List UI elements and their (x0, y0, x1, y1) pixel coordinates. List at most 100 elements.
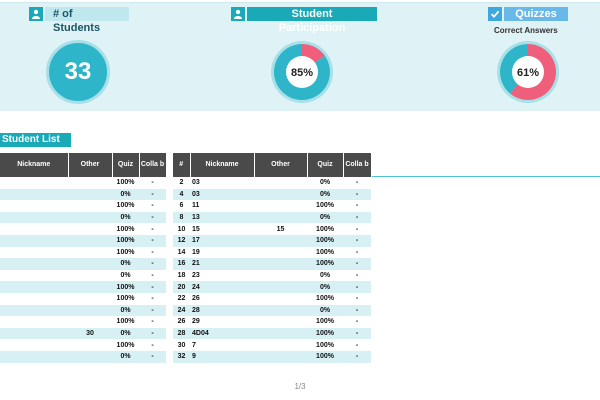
table-cell: 0% (112, 258, 139, 270)
participation-donut: 85% (271, 41, 333, 103)
col-nickname: Nickname (0, 153, 69, 177)
quizzes-title: Quizzes (504, 6, 568, 21)
table-cell: 26 (190, 292, 254, 305)
table-cell: 21 (190, 258, 254, 270)
table-cell: 100% (112, 292, 139, 305)
table-row: 2 03 0% - (173, 177, 371, 189)
table-cell: 18 (173, 269, 190, 282)
table-row: 0% - (0, 258, 166, 270)
table-cell: 12 (173, 234, 190, 247)
table-cell: - (343, 177, 371, 189)
student-count-value: 33 (64, 58, 92, 85)
table-cell (68, 223, 112, 235)
table-cell (254, 327, 307, 340)
table-cell (254, 234, 307, 247)
table-row: 0% - (0, 211, 166, 224)
table-cell: 100% (307, 292, 343, 305)
table-cell (254, 304, 307, 317)
table-cell: 17 (190, 234, 254, 247)
table-cell (68, 350, 112, 363)
table-header-row: # Nickname Other Quiz Colla b (173, 153, 372, 177)
table-cell: - (139, 350, 166, 363)
table-row: 26 29 100% - (173, 316, 371, 328)
student-table-right: # Nickname Other Quiz Colla b 2 03 0% -4 03 0… (173, 153, 372, 363)
table-cell: 28 (190, 304, 254, 317)
table-row: 20 24 0% - (173, 281, 371, 293)
table-cell: 13 (190, 211, 254, 224)
quiz-donut: 61% (497, 41, 559, 103)
table-row: 14 19 100% - (173, 246, 371, 259)
table-cell (254, 211, 307, 224)
table-cell: - (139, 234, 166, 247)
table-cell: 4 (173, 188, 190, 201)
table-cell: 6 (173, 200, 190, 212)
table-cell: 14 (173, 246, 190, 259)
table-row: 12 17 100% - (173, 234, 371, 247)
table-cell: 30 (173, 339, 190, 351)
table-row: 30 0% - (0, 327, 166, 340)
table-cell: 0% (307, 304, 343, 317)
table-row: 6 11 100% - (173, 200, 371, 212)
table-cell: - (139, 258, 166, 270)
table-row: 0% - (0, 304, 166, 317)
table-cell: 28 (173, 327, 190, 340)
table-row: 24 28 0% - (173, 304, 371, 317)
table-cell: 100% (112, 200, 139, 212)
table-cell (68, 269, 112, 282)
table-row: 100% - (0, 281, 166, 293)
table-cell: 7 (190, 339, 254, 351)
table-cell (254, 269, 307, 282)
table-cell: 100% (112, 339, 139, 351)
table-cell: 30 (68, 327, 112, 340)
table-cell: 22 (173, 292, 190, 305)
table-cell (68, 292, 112, 305)
table-cell: 32 (173, 350, 190, 363)
quizzes-header: Quizzes (488, 6, 568, 21)
col-quiz: Quiz (112, 153, 140, 177)
table-cell: - (343, 258, 371, 270)
quiz-value: 61% (517, 67, 539, 79)
accent-divider (370, 176, 600, 177)
table-cell (254, 246, 307, 259)
table-cell: 0% (112, 269, 139, 282)
table-cell: 0% (307, 281, 343, 293)
table-row: 4 03 0% - (173, 188, 371, 201)
student-list-title: Student List (0, 133, 71, 147)
table-cell (0, 246, 68, 259)
table-cell: 0% (307, 269, 343, 282)
table-cell (254, 350, 307, 363)
table-row: 100% - (0, 316, 166, 328)
table-cell (68, 339, 112, 351)
table-row: 16 21 100% - (173, 258, 371, 270)
table-cell (0, 327, 68, 340)
table-cell: - (139, 269, 166, 282)
quizzes-panel: Quizzes (488, 6, 568, 21)
col-other: Other (68, 153, 113, 177)
students-panel: # of Students (29, 6, 129, 34)
table-row: 0% - (0, 269, 166, 282)
table-cell (68, 281, 112, 293)
table-cell: 16 (173, 258, 190, 270)
table-cell: - (343, 304, 371, 317)
table-cell: 19 (190, 246, 254, 259)
table-cell (254, 177, 307, 189)
table-cell (254, 258, 307, 270)
table-cell: 8 (173, 211, 190, 224)
participation-header: Student Participation (231, 6, 377, 34)
table-row: 0% - (0, 350, 166, 363)
table-cell: 100% (112, 177, 139, 189)
participation-value: 85% (291, 67, 313, 79)
table-cell: 29 (190, 316, 254, 328)
table-row: 18 23 0% - (173, 269, 371, 282)
table-cell: 0% (307, 177, 343, 189)
col-other: Other (254, 153, 308, 177)
student-table-left: Nickname Other Quiz Colla b 100% -0% -100%… (0, 153, 167, 363)
table-cell: - (343, 200, 371, 212)
table-cell: 03 (190, 188, 254, 201)
table-cell: 15 (190, 223, 254, 235)
table-row: 100% - (0, 200, 166, 212)
table-cell (0, 177, 68, 189)
table-cell: 100% (112, 316, 139, 328)
table-cell: - (343, 292, 371, 305)
table-cell: - (139, 200, 166, 212)
